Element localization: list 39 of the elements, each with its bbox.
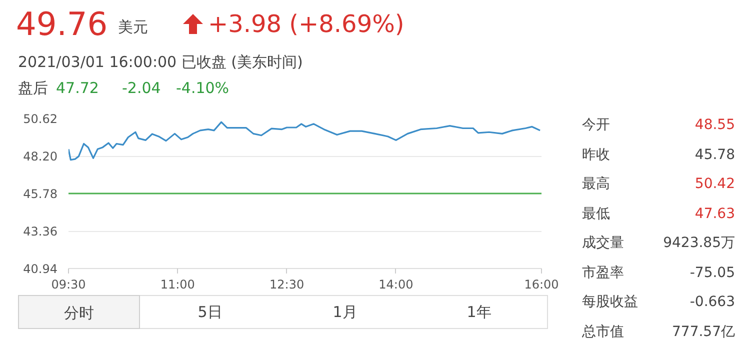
x-tick-label: 16:00 [524,278,559,292]
text: 今开 [582,117,610,133]
text: 45.78 [694,146,735,162]
text: 市盈率 [582,264,624,280]
text: 每股收益 [582,294,638,310]
x-tick-label: 14:00 [378,278,414,292]
line-series [68,121,541,161]
text: -0.663 [690,294,735,310]
text: 分时 [18,295,140,329]
text: 最高 [582,176,610,192]
text: -2.04 [122,79,161,97]
y-tick-label: 40.94 [23,262,58,276]
text: 盘后 [18,79,48,97]
text: 5日 [196,302,224,323]
x-tick-label: 11:00 [160,278,195,292]
text: 47.72 [56,79,99,97]
text: 48.55 [694,117,735,133]
text: 1月 [332,302,358,323]
x-tick-label: 12:30 [270,278,304,292]
text: -4.10% [176,79,230,97]
text: 1年 [466,302,492,323]
text: -75.05 [690,264,735,280]
text: 777.57亿 [672,324,735,340]
text: 最低 [582,206,610,222]
text: 美元 [118,18,148,36]
text: 47.63 [694,206,735,222]
text: 50.42 [694,176,735,192]
y-tick-label: 43.36 [23,224,58,238]
y-tick-label: 45.78 [23,187,58,201]
chart-title: 49.76 [16,5,108,43]
x-tick-label: 09:30 [51,278,86,292]
text: +3.98 (+8.69%) [208,10,404,38]
y-tick-label: 50.62 [23,112,58,126]
text: 9423.85万 [663,235,735,251]
text: 总市值 [582,324,624,340]
y-tick-label: 48.20 [23,150,58,164]
text: 成交量 [582,235,624,251]
text: 昨收 [582,146,610,162]
chart-subtitle: 2021/03/01 16:00:00 已收盘 (美东时间) [18,53,303,71]
